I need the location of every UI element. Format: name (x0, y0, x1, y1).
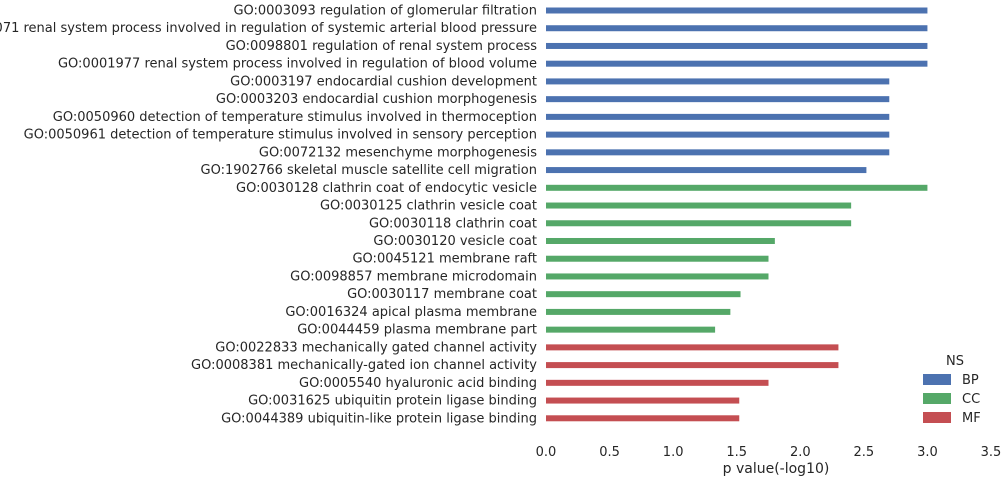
bar (546, 397, 740, 404)
legend-swatch (923, 374, 951, 385)
category-label: GO:0003071 renal system process involved… (0, 21, 537, 36)
bar (546, 167, 867, 174)
legend-swatch (923, 393, 951, 404)
category-label: GO:0044459 plasma membrane part (297, 323, 537, 338)
bar (546, 379, 769, 386)
x-tick-label: 0.0 (536, 445, 557, 460)
x-tick-label: 1.0 (663, 445, 684, 460)
bar (546, 273, 769, 280)
x-tick-label: 2.5 (854, 445, 875, 460)
category-label: GO:0072132 mesenchyme morphogenesis (259, 145, 537, 160)
bar (546, 78, 890, 85)
category-label: GO:0050961 detection of temperature stim… (24, 128, 537, 143)
category-label: GO:0030128 clathrin coat of endocytic ve… (236, 181, 537, 196)
category-label: GO:0031625 ubiquitin protein ligase bind… (248, 394, 537, 409)
category-label: GO:0030117 membrane coat (347, 287, 537, 302)
bar (546, 131, 890, 138)
x-tick-label: 0.5 (599, 445, 620, 460)
bar (546, 415, 740, 422)
category-label: GO:0022833 mechanically gated channel ac… (215, 340, 537, 355)
category-label: GO:0098801 regulation of renal system pr… (226, 39, 538, 54)
bar (546, 255, 769, 262)
bar (546, 220, 852, 227)
legend-swatch (923, 412, 951, 423)
bar (546, 96, 890, 103)
x-tick-label: 3.0 (917, 445, 938, 460)
bar (546, 25, 928, 32)
category-label: GO:0045121 membrane raft (352, 252, 537, 267)
legend: NS BP CC MF (923, 354, 981, 426)
bar (546, 202, 852, 209)
category-label: GO:0005540 hyaluronic acid binding (299, 376, 537, 391)
bars-layer (546, 7, 928, 422)
bar (546, 308, 731, 315)
bar (546, 7, 928, 14)
category-label: GO:0001977 renal system process involved… (58, 57, 537, 72)
bar (546, 113, 890, 120)
legend-title: NS (946, 354, 964, 369)
bar (546, 362, 839, 369)
category-label: GO:0050960 detection of temperature stim… (53, 110, 537, 125)
x-axis-label: p value(-log10) (723, 461, 830, 477)
category-label: GO:0098857 membrane microdomain (290, 269, 537, 284)
legend-label: MF (962, 411, 981, 426)
category-label: GO:0008381 mechanically-gated ion channe… (191, 358, 537, 373)
category-label: GO:0044389 ubiquitin-like protein ligase… (221, 411, 537, 426)
category-label: GO:1902766 skeletal muscle satellite cel… (201, 163, 537, 178)
category-labels-layer: GO:0003093 regulation of glomerular filt… (0, 4, 537, 427)
category-label: GO:0003093 regulation of glomerular filt… (233, 4, 537, 19)
category-label: GO:0003203 endocardial cushion morphogen… (216, 92, 537, 107)
category-label: GO:0030118 clathrin coat (369, 216, 537, 231)
legend-label: BP (962, 373, 979, 388)
bar (546, 344, 839, 351)
x-tick-label: 2.0 (790, 445, 811, 460)
bar (546, 60, 928, 67)
category-label: GO:0003197 endocardial cushion developme… (230, 74, 537, 89)
legend-entries: BP CC MF (923, 373, 981, 426)
bar (546, 42, 928, 49)
x-ticks-layer: 0.0 0.5 1.0 1.5 2.0 2.5 3.0 3.5 (536, 445, 1002, 460)
category-label: GO:0016324 apical plasma membrane (285, 305, 537, 320)
x-tick-label: 3.5 (981, 445, 1002, 460)
x-tick-label: 1.5 (726, 445, 747, 460)
bar (546, 237, 775, 244)
bar (546, 184, 928, 191)
category-label: GO:0030120 vesicle coat (373, 234, 537, 249)
bar (546, 326, 716, 333)
bar (546, 291, 741, 298)
bar (546, 149, 890, 156)
category-label: GO:0030125 clathrin vesicle coat (320, 199, 537, 214)
legend-label: CC (962, 392, 980, 407)
